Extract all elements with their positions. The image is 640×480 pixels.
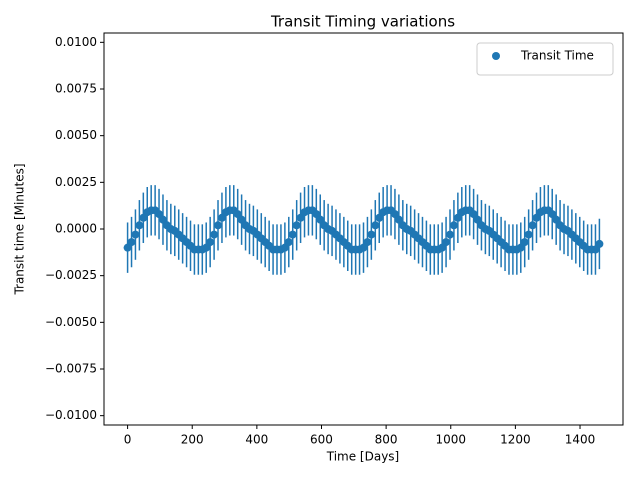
y-tick-label: −0.0075 [45, 362, 97, 376]
point [131, 230, 140, 239]
point [359, 243, 368, 252]
x-tick-label: 200 [181, 433, 204, 447]
legend-label: Transit Time [520, 49, 594, 63]
y-tick-label: 0.0100 [55, 35, 97, 49]
y-tick-label: 0.0025 [55, 175, 97, 189]
point [296, 213, 305, 222]
point [442, 238, 451, 247]
x-tick-label: 400 [245, 433, 268, 447]
point [524, 230, 533, 239]
point [217, 213, 226, 222]
point [233, 210, 242, 219]
point [237, 215, 246, 224]
y-tick-label: 0.0075 [55, 82, 97, 96]
point [363, 238, 372, 247]
point [280, 243, 289, 252]
x-axis-label: Time [Days] [326, 450, 400, 464]
x-tick-label: 800 [375, 433, 398, 447]
point [548, 210, 557, 219]
legend-marker [492, 52, 500, 60]
x-tick-label: 1000 [435, 433, 466, 447]
point [202, 243, 211, 252]
point [127, 238, 136, 247]
point [390, 210, 399, 219]
x-tick-label: 0 [124, 433, 132, 447]
point [528, 221, 537, 230]
legend-box [476, 42, 614, 76]
y-tick-label: 0.0000 [55, 222, 97, 236]
point [292, 221, 301, 230]
point [288, 230, 297, 239]
point [371, 221, 380, 230]
point [158, 215, 167, 224]
point [206, 238, 215, 247]
point [473, 215, 482, 224]
point [394, 215, 403, 224]
x-tick-label: 1200 [500, 433, 531, 447]
point [135, 221, 144, 230]
y-tick-label: −0.0025 [45, 268, 97, 282]
point [214, 221, 223, 230]
point [520, 238, 529, 247]
point [469, 210, 478, 219]
point [375, 213, 384, 222]
chart-title: Transit Timing variations [270, 13, 455, 31]
point [516, 243, 525, 252]
x-tick-label: 1400 [565, 433, 596, 447]
point [595, 239, 604, 248]
point [367, 230, 376, 239]
point [316, 215, 325, 224]
point [139, 213, 148, 222]
x-tick-label: 600 [310, 433, 333, 447]
point [552, 215, 561, 224]
point [532, 213, 541, 222]
point [312, 210, 321, 219]
point [210, 230, 219, 239]
point [591, 245, 600, 254]
point [453, 213, 462, 222]
point [284, 238, 293, 247]
point [438, 243, 447, 252]
y-axis-label: Transit time [Minutes] [13, 163, 27, 295]
y-tick-label: −0.0050 [45, 315, 97, 329]
y-tick-label: −0.0100 [45, 408, 97, 422]
point [446, 230, 455, 239]
y-tick-label: 0.0050 [55, 128, 97, 142]
point [449, 221, 458, 230]
point [155, 210, 164, 219]
point [123, 243, 132, 252]
